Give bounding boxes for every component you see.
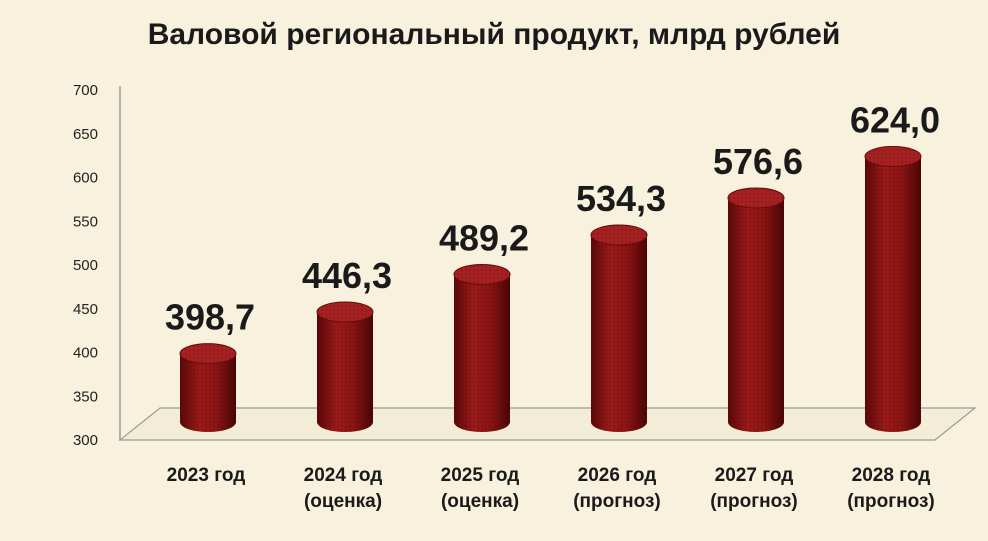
y-tick-label: 500: [73, 257, 98, 274]
x-tick-label: (оценка): [304, 491, 382, 512]
y-tick-label: 550: [73, 213, 98, 230]
data-label: 398,7: [165, 297, 255, 338]
bar-texture: [591, 234, 647, 432]
y-tick-label: 400: [73, 345, 98, 362]
y-tick-label: 300: [73, 432, 98, 449]
bar-texture: [180, 353, 236, 432]
x-tick-labels: 2023 год 2024 год (оценка) 2025 год (оценка)…: [167, 465, 935, 512]
bar: [727, 187, 785, 432]
bar-top-texture: [454, 264, 510, 285]
x-tick-label: 2023 год: [167, 465, 246, 486]
y-tick-label: 650: [73, 126, 98, 143]
x-tick-label: 2024 год: [304, 465, 383, 486]
bar: [179, 343, 237, 432]
data-label: 534,3: [576, 178, 666, 219]
x-tick-label: 2026 год: [578, 465, 657, 486]
bar-texture: [454, 274, 510, 432]
bar-top-texture: [591, 224, 647, 245]
y-tick-label: 700: [73, 82, 98, 99]
chart-title: Валовой региональный продукт, млрд рубле…: [148, 18, 841, 51]
x-tick-label: 2027 год: [715, 465, 794, 486]
bar: [864, 146, 922, 432]
chart-floor: [118, 407, 977, 441]
data-label: 576,6: [713, 141, 803, 182]
bar-top-texture: [317, 301, 373, 322]
bar: [453, 263, 511, 432]
data-label: 624,0: [850, 100, 940, 141]
bar-texture: [317, 311, 373, 432]
x-tick-label: (оценка): [441, 491, 519, 512]
x-tick-label: (прогноз): [573, 491, 661, 512]
x-tick-label: (прогноз): [710, 491, 798, 512]
bar-top-texture: [865, 146, 921, 167]
y-tick-label: 450: [73, 301, 98, 318]
bar-texture: [865, 156, 921, 432]
data-labels: 398,7 446,3 489,2 534,3 576,6 624,0: [165, 100, 940, 338]
data-label: 489,2: [439, 217, 529, 258]
bar-texture: [728, 197, 784, 432]
y-tick-label: 600: [73, 170, 98, 187]
x-tick-label: 2025 год: [441, 465, 520, 486]
bar-top-texture: [728, 187, 784, 208]
bar: [316, 301, 374, 432]
y-tick-label: 350: [73, 388, 98, 405]
bars: [179, 146, 922, 432]
bar-top-texture: [180, 343, 236, 364]
x-tick-label: (прогноз): [847, 491, 935, 512]
bar: [590, 224, 648, 432]
x-tick-label: 2028 год: [852, 465, 931, 486]
data-label: 446,3: [302, 255, 392, 296]
